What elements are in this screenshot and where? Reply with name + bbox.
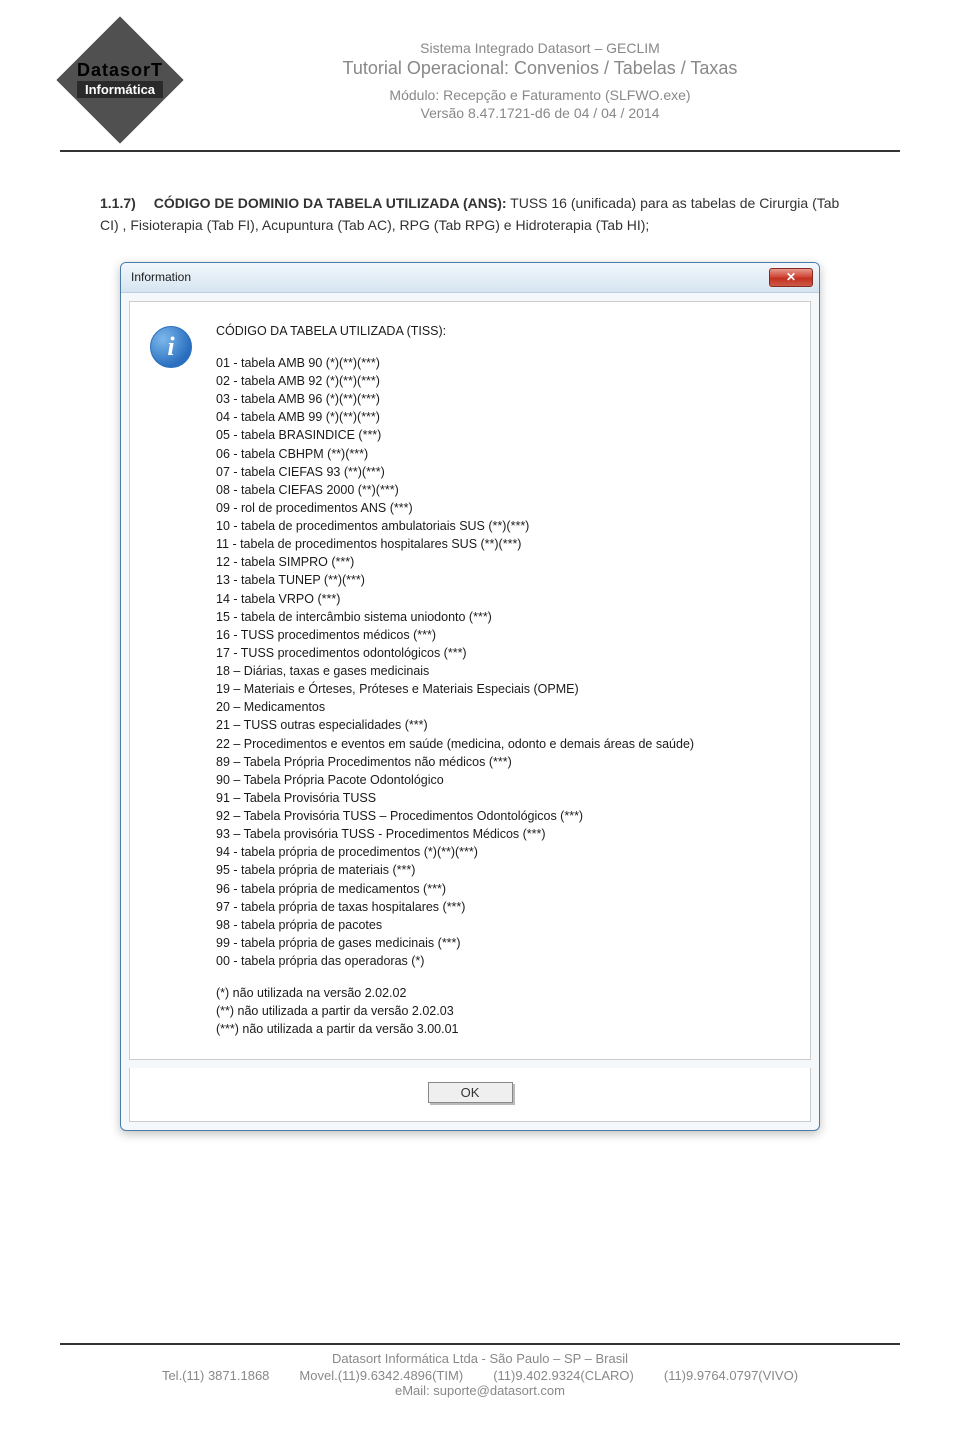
logo-brand-secondary: Informática <box>77 81 163 98</box>
close-button[interactable]: ✕ <box>769 268 813 287</box>
footer-contact: Movel.(11)9.6342.4896(TIM) <box>299 1368 463 1383</box>
dialog-screenshot: Information ✕ i CÓDIGO DA TABELA UTILIZA… <box>120 262 860 1131</box>
dialog-footer: OK <box>129 1068 811 1122</box>
information-dialog: Information ✕ i CÓDIGO DA TABELA UTILIZA… <box>120 262 820 1131</box>
close-icon: ✕ <box>786 270 796 284</box>
code-line: 11 - tabela de procedimentos hospitalare… <box>216 535 790 553</box>
code-line: 13 - tabela TUNEP (**)(***) <box>216 571 790 589</box>
header-module: Módulo: Recepção e Faturamento (SLFWO.ex… <box>180 87 900 103</box>
code-lines: 01 - tabela AMB 90 (*)(**)(***)02 - tabe… <box>216 354 790 970</box>
footer-contact: Tel.(11) 3871.1868 <box>162 1368 269 1383</box>
code-line: 01 - tabela AMB 90 (*)(**)(***) <box>216 354 790 372</box>
code-line: 06 - tabela CBHPM (**)(***) <box>216 445 790 463</box>
dialog-notes: (*) não utilizada na versão 2.02.02(**) … <box>216 984 790 1038</box>
dialog-text: CÓDIGO DA TABELA UTILIZADA (TISS): 01 - … <box>216 322 790 1039</box>
logo-text: DatasorT Informática <box>60 60 180 99</box>
code-line: 17 - TUSS procedimentos odontológicos (*… <box>216 644 790 662</box>
header-center: Sistema Integrado Datasort – GECLIM Tuto… <box>180 30 900 121</box>
code-line: 12 - tabela SIMPRO (***) <box>216 553 790 571</box>
code-line: 18 – Diárias, taxas e gases medicinais <box>216 662 790 680</box>
code-line: 10 - tabela de procedimentos ambulatoria… <box>216 517 790 535</box>
footer-contact: (11)9.402.9324(CLARO) <box>493 1368 634 1383</box>
info-icon: i <box>150 326 192 368</box>
code-line: 99 - tabela própria de gases medicinais … <box>216 934 790 952</box>
code-line: 15 - tabela de intercâmbio sistema uniod… <box>216 608 790 626</box>
header-version: Versão 8.47.1721-d6 de 04 / 04 / 2014 <box>180 105 900 121</box>
code-line: 09 - rol de procedimentos ANS (***) <box>216 499 790 517</box>
section-number: 1.1.7) <box>100 195 136 211</box>
header-system: Sistema Integrado Datasort – GECLIM <box>180 40 900 56</box>
note-line: (***) não utilizada a partir da versão 3… <box>216 1020 790 1038</box>
code-line: 91 – Tabela Provisória TUSS <box>216 789 790 807</box>
code-line: 07 - tabela CIEFAS 93 (**)(***) <box>216 463 790 481</box>
code-line: 89 – Tabela Própria Procedimentos não mé… <box>216 753 790 771</box>
code-line: 04 - tabela AMB 99 (*)(**)(***) <box>216 408 790 426</box>
code-line: 95 - tabela própria de materiais (***) <box>216 861 790 879</box>
code-line: 22 – Procedimentos e eventos em saúde (m… <box>216 735 790 753</box>
code-line: 08 - tabela CIEFAS 2000 (**)(***) <box>216 481 790 499</box>
code-line: 14 - tabela VRPO (***) <box>216 590 790 608</box>
code-line: 20 – Medicamentos <box>216 698 790 716</box>
code-line: 19 – Materiais e Órteses, Próteses e Mat… <box>216 680 790 698</box>
footer-contacts: Tel.(11) 3871.1868 Movel.(11)9.6342.4896(… <box>60 1368 900 1383</box>
dialog-heading: CÓDIGO DA TABELA UTILIZADA (TISS): <box>216 322 790 340</box>
divider-bottom <box>60 1343 900 1345</box>
logo-brand-primary: DatasorT <box>60 60 180 81</box>
logo: DatasorT Informática <box>60 30 180 130</box>
code-line: 90 – Tabela Própria Pacote Odontológico <box>216 771 790 789</box>
page-header: DatasorT Informática Sistema Integrado D… <box>0 0 960 145</box>
code-line: 02 - tabela AMB 92 (*)(**)(***) <box>216 372 790 390</box>
footer-company: Datasort Informática Ltda - São Paulo – … <box>60 1351 900 1366</box>
section-title: CÓDIGO DE DOMINIO DA TABELA UTILIZADA (A… <box>154 195 507 211</box>
code-line: 03 - tabela AMB 96 (*)(**)(***) <box>216 390 790 408</box>
code-line: 98 - tabela própria de pacotes <box>216 916 790 934</box>
section-heading: 1.1.7) CÓDIGO DE DOMINIO DA TABELA UTILI… <box>100 192 860 237</box>
dialog-body: i CÓDIGO DA TABELA UTILIZADA (TISS): 01 … <box>129 301 811 1060</box>
code-line: 16 - TUSS procedimentos médicos (***) <box>216 626 790 644</box>
page-footer: Datasort Informática Ltda - São Paulo – … <box>60 1343 900 1400</box>
code-line: 93 – Tabela provisória TUSS - Procedimen… <box>216 825 790 843</box>
code-line: 21 – TUSS outras especialidades (***) <box>216 716 790 734</box>
header-tutorial: Tutorial Operacional: Convenios / Tabela… <box>180 58 900 79</box>
note-line: (*) não utilizada na versão 2.02.02 <box>216 984 790 1002</box>
code-line: 97 - tabela própria de taxas hospitalare… <box>216 898 790 916</box>
code-line: 92 – Tabela Provisória TUSS – Procedimen… <box>216 807 790 825</box>
note-line: (**) não utilizada a partir da versão 2.… <box>216 1002 790 1020</box>
code-line: 05 - tabela BRASINDICE (***) <box>216 426 790 444</box>
dialog-titlebar: Information ✕ <box>121 263 819 293</box>
code-line: 00 - tabela própria das operadoras (*) <box>216 952 790 970</box>
footer-contact: (11)9.9764.0797(VIVO) <box>664 1368 798 1383</box>
ok-button[interactable]: OK <box>428 1082 513 1103</box>
dialog-title: Information <box>131 270 191 284</box>
code-line: 96 - tabela própria de medicamentos (***… <box>216 880 790 898</box>
code-line: 94 - tabela própria de procedimentos (*)… <box>216 843 790 861</box>
content: 1.1.7) CÓDIGO DE DOMINIO DA TABELA UTILI… <box>0 152 960 1151</box>
footer-email: eMail: suporte@datasort.com <box>60 1383 900 1398</box>
